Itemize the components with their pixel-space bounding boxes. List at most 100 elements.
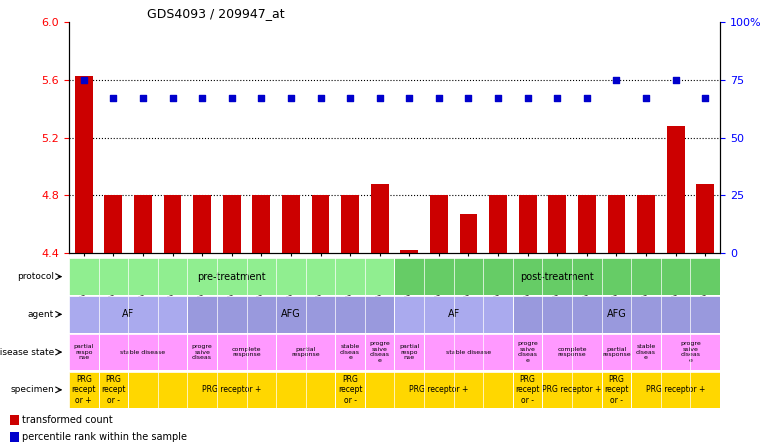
Bar [513,296,720,333]
Bar [394,296,513,333]
Point [107,95,119,102]
Bar [365,372,513,408]
Bar [401,250,418,253]
Bar [394,258,720,295]
Bar [489,195,507,253]
Bar [99,372,128,408]
Point [463,95,475,102]
Text: stable
diseas
e: stable diseas e [636,344,656,361]
Point [669,76,682,83]
Text: AFG: AFG [607,309,627,319]
Text: PRG receptor +: PRG receptor + [202,385,261,394]
Bar [394,334,424,370]
Bar [631,372,720,408]
Bar [460,214,477,253]
Bar [69,258,394,295]
Bar [253,195,270,253]
Bar [75,75,93,253]
Point [433,95,445,102]
Text: progre
ssive
diseas: progre ssive diseas [192,344,212,361]
Text: percentile rank within the sample: percentile rank within the sample [22,432,188,442]
Text: transformed count: transformed count [22,415,113,425]
Text: pre-treatment: pre-treatment [198,272,266,281]
Bar [99,334,188,370]
Text: PRG receptor +: PRG receptor + [409,385,469,394]
Text: progre
ssive
diseas
e: progre ssive diseas e [680,341,701,363]
Point [314,95,326,102]
Text: agent: agent [28,310,54,319]
Text: PRG
recept
or -: PRG recept or - [516,375,540,405]
Bar [661,334,720,370]
Point [374,95,386,102]
Text: AF: AF [122,309,134,319]
Bar [424,334,513,370]
Text: specimen: specimen [10,385,54,394]
Point [344,95,356,102]
Text: progre
ssive
diseas
e: progre ssive diseas e [369,341,390,363]
Bar [430,195,448,253]
Text: disease state: disease state [0,348,54,357]
Bar [217,334,276,370]
Point [492,95,504,102]
Text: PRG
recept
or -: PRG recept or - [101,375,126,405]
Bar [696,184,714,253]
Bar [601,334,631,370]
Bar [282,195,300,253]
Bar [637,195,655,253]
Bar [104,195,123,253]
Bar [607,195,625,253]
Text: progre
ssive
diseas
e: progre ssive diseas e [517,341,538,363]
Point [522,95,534,102]
Text: AF: AF [447,309,460,319]
Point [285,95,297,102]
Bar [601,372,631,408]
Text: complete
response: complete response [558,347,587,357]
Bar [548,195,566,253]
Text: partial
response: partial response [602,347,630,357]
Point [552,95,564,102]
Bar [365,334,394,370]
Text: PRG receptor +: PRG receptor + [542,385,602,394]
Text: protocol: protocol [17,272,54,281]
Point [77,76,90,83]
Bar [10,415,19,425]
Bar [631,334,661,370]
Bar [666,126,685,253]
Text: PRG
recept
or -: PRG recept or - [338,375,362,405]
Point [403,95,415,102]
Point [166,95,178,102]
Bar [69,296,188,333]
Bar [513,372,542,408]
Text: complete
response: complete response [232,347,261,357]
Text: stable disease: stable disease [446,349,491,355]
Bar [578,195,596,253]
Bar [164,195,182,253]
Bar [513,334,542,370]
Bar [223,195,241,253]
Bar [542,372,601,408]
Point [225,95,237,102]
Bar [10,432,19,442]
Bar [542,334,601,370]
Text: GDS4093 / 209947_at: GDS4093 / 209947_at [147,7,285,20]
Bar [336,372,365,408]
Bar [336,334,365,370]
Bar [188,334,217,370]
Text: partial
respo
nse: partial respo nse [399,344,420,361]
Bar [188,296,394,333]
Text: AFG: AFG [281,309,301,319]
Bar [519,195,536,253]
Point [196,95,208,102]
Text: stable disease: stable disease [120,349,165,355]
Bar [371,184,388,253]
Point [137,95,149,102]
Bar [341,195,359,253]
Text: post-treatment: post-treatment [520,272,594,281]
Bar [276,334,336,370]
Bar [69,372,99,408]
Text: partial
respo
nse: partial respo nse [74,344,94,361]
Text: stable
diseas
e: stable diseas e [340,344,360,361]
Text: PRG
recept
or -: PRG recept or - [604,375,629,405]
Point [699,95,712,102]
Point [255,95,267,102]
